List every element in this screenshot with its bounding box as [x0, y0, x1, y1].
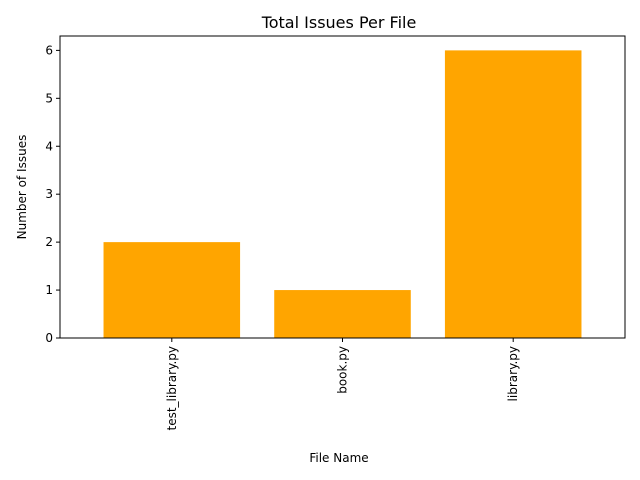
x-tick-label: library.py — [506, 346, 520, 401]
y-tick-label: 0 — [45, 331, 53, 345]
y-axis-label: Number of Issues — [15, 135, 29, 240]
y-tick-label: 6 — [45, 43, 53, 57]
chart-title: Total Issues Per File — [261, 13, 417, 32]
x-tick-label: book.py — [336, 346, 350, 394]
y-tick-label: 2 — [45, 235, 53, 249]
bar-book-py — [274, 290, 411, 338]
y-tick-label: 1 — [45, 283, 53, 297]
y-tick-label: 3 — [45, 187, 53, 201]
bars-group — [103, 50, 582, 338]
y-tick-label: 4 — [45, 139, 53, 153]
plot-frame — [59, 35, 626, 339]
bar-library-py — [444, 50, 582, 338]
x-axis-ticks: test_library.py book.py library.py — [165, 338, 520, 430]
y-tick-label: 5 — [45, 91, 53, 105]
bar-test-library-py — [103, 242, 241, 338]
x-axis-label: File Name — [309, 451, 368, 465]
x-tick-label: test_library.py — [165, 346, 179, 430]
y-axis-ticks: 0 1 2 3 4 5 6 — [45, 43, 60, 345]
